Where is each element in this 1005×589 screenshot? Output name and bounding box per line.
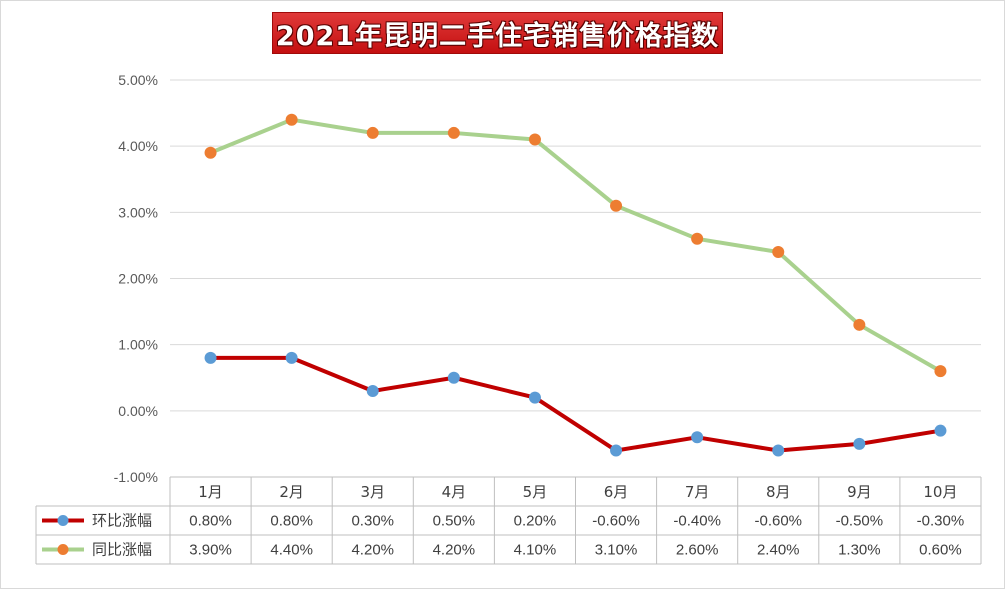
series-lines [209, 117, 942, 453]
data-point [691, 431, 704, 444]
data-point [610, 199, 623, 212]
table-cell: 0.50% [433, 513, 476, 530]
data-point [447, 371, 460, 384]
y-tick-label: 3.00% [118, 204, 158, 220]
data-point [772, 444, 785, 457]
table-cell: -0.40% [673, 513, 721, 530]
series-line [209, 117, 942, 373]
table-cell: 2.40% [757, 542, 800, 559]
x-category-label: 2月 [279, 483, 304, 501]
data-point [528, 133, 541, 146]
y-tick-label: 1.00% [118, 337, 158, 353]
legend-marker [57, 544, 69, 555]
table-cell: -0.60% [754, 513, 802, 530]
y-tick-label: 0.00% [118, 403, 158, 419]
table-cell: 0.60% [919, 542, 962, 559]
series-markers [204, 113, 947, 457]
table-cell: 3.90% [189, 542, 232, 559]
data-point [853, 318, 866, 331]
table-cell: 1.30% [838, 542, 881, 559]
data-point [934, 365, 947, 378]
data-point [285, 351, 298, 364]
table-cell: 4.20% [351, 542, 394, 559]
legend-marker [57, 515, 69, 526]
data-point [528, 391, 541, 404]
table-cell: 4.40% [270, 542, 313, 559]
y-tick-label: -1.00% [114, 469, 158, 485]
data-point [772, 246, 785, 259]
y-tick-label: 2.00% [118, 271, 158, 287]
table-cell: 2.60% [676, 542, 719, 559]
x-category-label: 5月 [523, 483, 548, 501]
x-category-label: 7月 [685, 483, 710, 501]
x-category-label: 8月 [766, 483, 791, 501]
series-line [210, 355, 941, 453]
table-cell: 0.80% [270, 513, 313, 530]
gridlines [170, 79, 981, 412]
table-cell: 0.20% [514, 513, 557, 530]
legend-label: 同比涨幅 [92, 541, 152, 559]
table-cell: -0.60% [592, 513, 640, 530]
data-point [934, 424, 947, 437]
x-category-label: 1月 [198, 483, 223, 501]
data-point [204, 146, 217, 159]
data-point [691, 232, 704, 245]
table-cell: 0.30% [351, 513, 394, 530]
data-point [447, 126, 460, 139]
table-cell: 0.80% [189, 513, 232, 530]
chart-title-banner: 2021年昆明二手住宅销售价格指数 [272, 12, 723, 54]
table-cell: -0.50% [836, 513, 884, 530]
data-point [366, 384, 379, 397]
data-point [610, 444, 623, 457]
x-category-label: 4月 [442, 483, 467, 501]
chart-title: 2021年昆明二手住宅销售价格指数 [275, 20, 720, 52]
data-point [285, 113, 298, 126]
x-category-label: 3月 [360, 483, 385, 501]
legend-label: 环比涨幅 [92, 512, 152, 530]
x-category-label: 6月 [604, 483, 629, 501]
table-cell: -0.30% [917, 513, 965, 530]
x-category-label: 9月 [847, 483, 872, 501]
y-tick-label: 4.00% [118, 138, 158, 154]
table-cell: 4.20% [433, 542, 476, 559]
data-point [853, 437, 866, 450]
x-category-label: 10月 [923, 483, 957, 501]
table-cell: 3.10% [595, 542, 638, 559]
y-tick-label: 5.00% [118, 72, 158, 88]
data-point [366, 126, 379, 139]
y-axis-ticks: 5.00% 4.00% 3.00% 2.00% 1.00% 0.00% -1.00% [114, 72, 158, 485]
data-point [204, 351, 217, 364]
table-cell: 4.10% [514, 542, 557, 559]
